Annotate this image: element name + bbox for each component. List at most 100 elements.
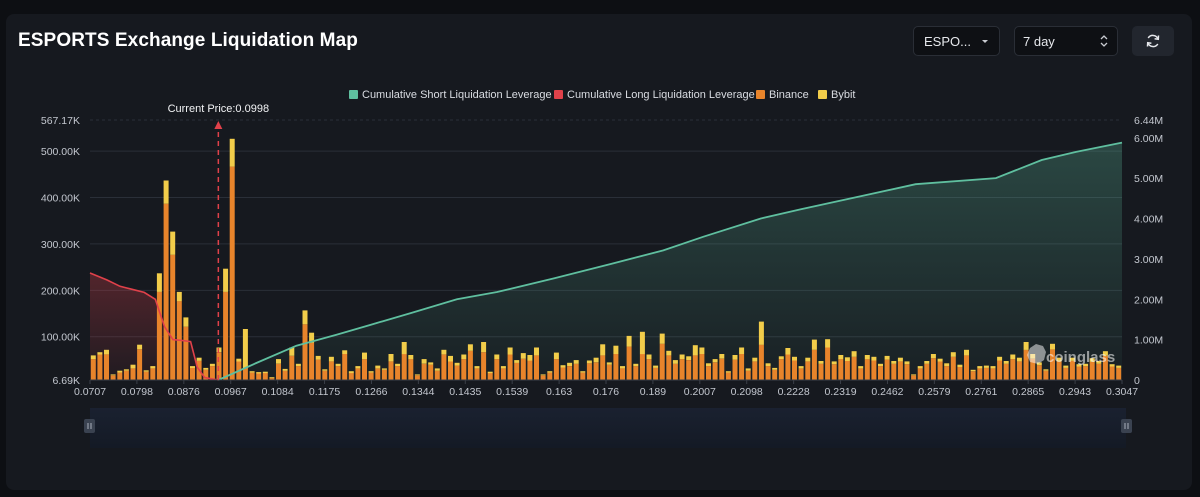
bar-binance xyxy=(573,363,579,380)
navigator-track[interactable] xyxy=(90,408,1126,448)
bar-bybit xyxy=(309,332,315,343)
bar-bybit xyxy=(1102,351,1108,356)
bar-binance xyxy=(692,355,698,380)
x-tick-label: 0.0707 xyxy=(74,386,106,398)
x-axis: 0.0707 0.0798 0.0876 0.0967 0.1084 0.1175 0.12… xyxy=(74,379,1138,398)
bar-binance xyxy=(150,368,156,380)
legend-item-binance[interactable]: Binance xyxy=(756,89,809,101)
bar-bybit xyxy=(150,366,156,369)
bar-bybit xyxy=(719,354,725,359)
navigator-handle-right[interactable] xyxy=(1121,419,1132,433)
x-tick-label: 0.2228 xyxy=(778,386,810,398)
bar-bybit xyxy=(785,348,791,355)
bar-bybit xyxy=(732,355,738,360)
bar-bybit xyxy=(527,355,533,361)
bar-bybit xyxy=(342,350,348,354)
bar-binance xyxy=(719,358,725,380)
bar-bybit xyxy=(203,367,209,370)
bar-binance xyxy=(143,371,149,380)
bar-bybit xyxy=(666,350,672,356)
bar-binance xyxy=(924,363,930,380)
bar-bybit xyxy=(1003,361,1009,364)
x-tick-label: 0.1539 xyxy=(496,386,528,398)
bar-binance xyxy=(805,361,811,380)
bar-binance xyxy=(123,370,129,380)
bar-binance xyxy=(1050,349,1055,380)
legend-swatch-binance xyxy=(756,90,765,99)
refresh-button[interactable] xyxy=(1132,26,1174,56)
bar-bybit xyxy=(156,273,162,292)
bar-binance xyxy=(844,361,850,380)
bar-bybit xyxy=(778,356,784,360)
bar-binance xyxy=(752,361,758,380)
bar-bybit xyxy=(904,361,910,365)
bar-bybit xyxy=(686,356,692,360)
bar-binance xyxy=(1089,361,1095,380)
short-cumulative-area xyxy=(218,142,1123,380)
legend-item-bybit[interactable]: Bybit xyxy=(818,89,855,101)
bar-bybit xyxy=(977,366,983,369)
bar-bybit xyxy=(90,355,96,360)
bar-binance xyxy=(917,368,923,380)
bar-binance xyxy=(778,359,784,380)
legend-item-short[interactable]: Cumulative Short Liquidation Leverage xyxy=(349,89,552,101)
bar-binance xyxy=(706,366,711,380)
bar-binance xyxy=(970,371,976,380)
bar-bybit xyxy=(858,366,864,369)
y-right-tick-label: 0 xyxy=(1134,375,1140,387)
current-price-arrow-icon xyxy=(214,121,223,129)
bar-bybit xyxy=(805,357,811,362)
bar-binance xyxy=(606,364,612,380)
bar-bybit xyxy=(831,361,837,365)
bar-binance xyxy=(395,366,401,380)
bar-binance xyxy=(944,366,950,380)
bar-binance xyxy=(1096,363,1102,380)
bar-bybit xyxy=(1069,357,1075,361)
bar-bybit xyxy=(765,363,771,367)
bar-bybit xyxy=(1016,357,1022,362)
x-tick-label: 0.176 xyxy=(593,386,619,398)
x-tick-label: 0.2761 xyxy=(965,386,997,398)
legend-item-long[interactable]: Cumulative Long Liquidation Leverage xyxy=(554,89,755,101)
y-left-tick-label: 567.17K xyxy=(41,115,80,127)
bar-binance xyxy=(732,359,738,380)
bar-bybit xyxy=(428,362,434,365)
x-tick-label: 0.2579 xyxy=(918,386,950,398)
bar-binance xyxy=(209,366,215,380)
bar-binance xyxy=(864,359,870,380)
bar-bybit xyxy=(792,356,797,361)
period-select[interactable]: 7 day xyxy=(1014,26,1118,56)
navigator-handle-left[interactable] xyxy=(84,419,95,433)
bar-bybit xyxy=(864,355,870,360)
liquidation-bars xyxy=(90,138,1122,380)
bar-binance xyxy=(1043,370,1049,380)
bar-binance xyxy=(1003,363,1009,380)
bar-binance xyxy=(586,363,592,380)
bar-bybit xyxy=(772,367,778,370)
symbol-select[interactable]: ESPO... xyxy=(913,26,1000,56)
bar-bybit xyxy=(798,366,804,369)
bar-bybit xyxy=(97,352,103,355)
bar-binance xyxy=(514,362,520,380)
bar-bybit xyxy=(964,349,969,356)
bar-bybit xyxy=(209,363,215,367)
bar-binance xyxy=(156,291,162,380)
bar-bybit xyxy=(811,339,817,350)
bar-bybit xyxy=(745,368,751,371)
bar-binance xyxy=(964,355,969,380)
bar-binance xyxy=(163,203,169,380)
bar-bybit xyxy=(328,356,334,362)
bar-bybit xyxy=(401,342,407,355)
y-right-tick-label: 5.00M xyxy=(1134,173,1163,185)
bar-binance xyxy=(183,326,189,380)
bar-binance xyxy=(580,372,586,380)
y-axis-right: 6.44M 6.00M 5.00M 4.00M 3.00M 2.00M 1.00M 0 xyxy=(1134,115,1163,387)
legend-swatch-long xyxy=(554,90,563,99)
bar-binance xyxy=(712,362,718,380)
bar-binance xyxy=(613,354,619,380)
range-navigator[interactable] xyxy=(84,408,1132,448)
bar-binance xyxy=(1030,358,1036,380)
bar-binance xyxy=(679,359,685,380)
bar-bybit xyxy=(130,364,136,369)
bar-bybit xyxy=(395,363,401,367)
